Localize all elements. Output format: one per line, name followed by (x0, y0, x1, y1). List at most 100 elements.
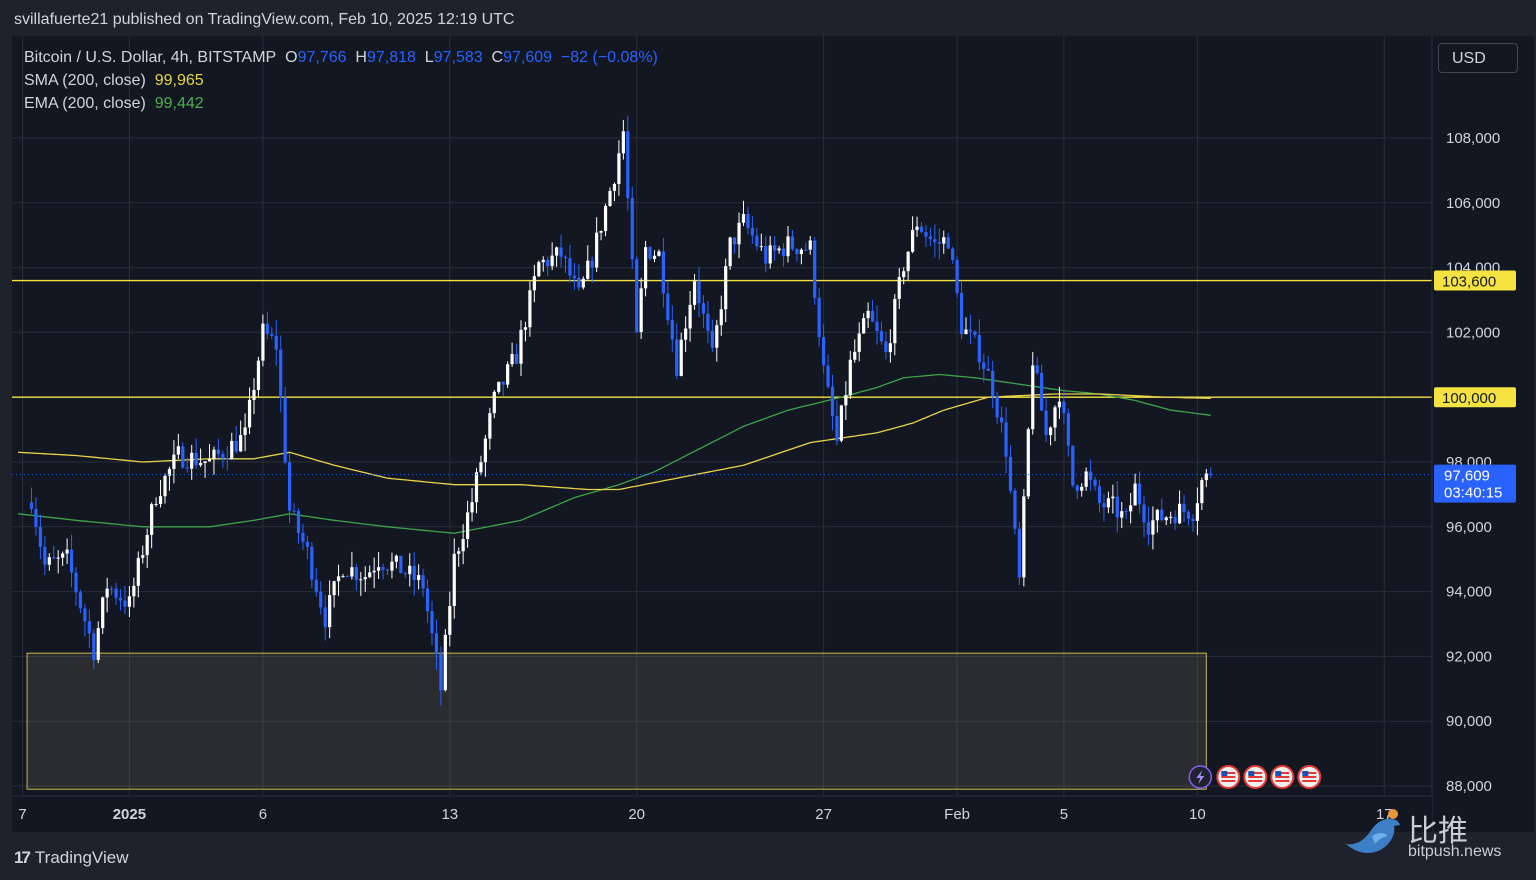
candle-body[interactable] (590, 260, 594, 268)
candle-body[interactable] (230, 440, 234, 460)
candle-body[interactable] (862, 318, 866, 334)
candle-body[interactable] (644, 247, 648, 289)
candle-body[interactable] (47, 557, 51, 565)
candle-body[interactable] (256, 360, 261, 390)
candle-body[interactable] (448, 605, 452, 635)
candle-body[interactable] (101, 597, 105, 629)
candle-body[interactable] (207, 458, 212, 462)
candle-body[interactable] (190, 452, 194, 469)
candle-body[interactable] (1053, 407, 1057, 428)
candle-body[interactable] (528, 290, 532, 328)
candle-body[interactable] (247, 399, 252, 428)
candle-body[interactable] (968, 329, 973, 332)
candle-body[interactable] (595, 232, 599, 268)
candle-body[interactable] (274, 335, 278, 350)
candle-body[interactable] (715, 325, 719, 348)
candle-body[interactable] (1155, 509, 1159, 521)
candle-body[interactable] (497, 381, 501, 392)
candle-body[interactable] (243, 427, 247, 436)
candle-body[interactable] (1004, 422, 1008, 457)
candle-body[interactable] (239, 435, 243, 452)
candle-body[interactable] (652, 255, 657, 259)
candle-body[interactable] (1106, 498, 1110, 508)
candle-body[interactable] (1191, 518, 1195, 521)
candle-body[interactable] (354, 567, 358, 580)
candle-body[interactable] (1093, 479, 1097, 487)
candle-body[interactable] (1089, 471, 1093, 480)
candle-body[interactable] (216, 449, 220, 455)
candle-body[interactable] (452, 553, 456, 606)
candle-body[interactable] (408, 565, 412, 575)
candle-body[interactable] (341, 576, 345, 578)
candle-body[interactable] (141, 555, 145, 558)
candle-body[interactable] (893, 298, 897, 344)
candle-body[interactable] (52, 557, 56, 559)
candle-body[interactable] (61, 553, 65, 558)
candle-body[interactable] (514, 354, 519, 364)
candle-body[interactable] (172, 454, 176, 469)
candle-body[interactable] (555, 247, 559, 256)
candle-body[interactable] (87, 621, 91, 634)
candle-body[interactable] (381, 567, 385, 570)
candle-body[interactable] (728, 237, 732, 267)
candle-body[interactable] (114, 588, 118, 598)
candle-body[interactable] (1169, 516, 1173, 518)
candle-body[interactable] (844, 395, 848, 406)
candle-body[interactable] (372, 570, 376, 573)
candle-body[interactable] (1075, 485, 1079, 491)
candle-body[interactable] (982, 362, 986, 369)
candle-body[interactable] (390, 561, 394, 571)
level-price-tag[interactable] (1434, 270, 1516, 291)
candle-body[interactable] (706, 313, 710, 331)
candle-body[interactable] (1026, 429, 1030, 497)
candle-body[interactable] (608, 190, 612, 206)
candle-body[interactable] (737, 222, 741, 245)
candle-body[interactable] (697, 281, 701, 304)
candle-body[interactable] (635, 259, 639, 333)
candle-body[interactable] (439, 654, 443, 691)
candle-body[interactable] (541, 259, 545, 263)
candle-body[interactable] (835, 415, 839, 441)
candle-body[interactable] (385, 569, 390, 571)
candle-body[interactable] (328, 595, 332, 628)
candle-body[interactable] (946, 237, 950, 249)
candle-body[interactable] (43, 546, 47, 565)
candle-body[interactable] (915, 226, 919, 230)
candle-body[interactable] (417, 575, 421, 581)
candle-body[interactable] (434, 633, 439, 655)
candle-body[interactable] (951, 248, 955, 260)
candle-body[interactable] (684, 328, 688, 340)
candle-body[interactable] (234, 440, 238, 452)
candle-body[interactable] (270, 333, 274, 336)
candle-body[interactable] (1071, 445, 1075, 486)
candle-body[interactable] (1080, 486, 1084, 491)
candle-body[interactable] (626, 131, 630, 199)
ema-line[interactable] (18, 373, 1211, 534)
candle-body[interactable] (1057, 401, 1062, 408)
candle-body[interactable] (879, 330, 884, 342)
candle-body[interactable] (1195, 503, 1199, 521)
candle-body[interactable] (733, 237, 737, 245)
candle-body[interactable] (1102, 503, 1106, 508)
candle-body[interactable] (288, 462, 292, 511)
candle-body[interactable] (661, 251, 665, 294)
candle-body[interactable] (319, 591, 323, 608)
candle-body[interactable] (670, 320, 674, 340)
candle-body[interactable] (666, 293, 670, 321)
candle-body[interactable] (466, 512, 470, 540)
candle-body[interactable] (532, 276, 536, 291)
candle-body[interactable] (1209, 473, 1213, 475)
candle-body[interactable] (368, 572, 372, 578)
candle-body[interactable] (755, 235, 759, 247)
candle-body[interactable] (911, 229, 915, 252)
price-chart-svg[interactable]: 88,00090,00092,00094,00096,00098,000100,… (12, 36, 1534, 832)
candle-body[interactable] (1044, 410, 1048, 436)
candle-body[interactable] (617, 153, 621, 184)
candle-body[interactable] (34, 508, 38, 527)
candle-body[interactable] (110, 588, 114, 590)
candle-body[interactable] (336, 576, 341, 582)
candle-body[interactable] (1031, 365, 1035, 430)
candle-body[interactable] (764, 246, 768, 264)
candle-body[interactable] (350, 567, 354, 577)
candle-body[interactable] (105, 588, 109, 598)
